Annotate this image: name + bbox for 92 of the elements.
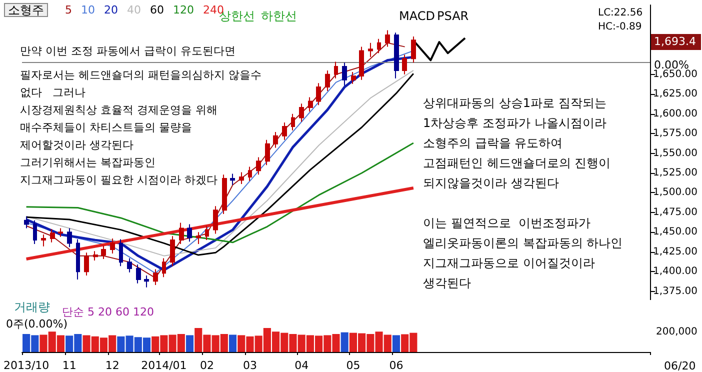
candlestick bbox=[136, 264, 141, 284]
text: 단순 5 20 60 120 bbox=[62, 306, 154, 318]
candlestick bbox=[33, 220, 37, 244]
x-tick-label: 02 bbox=[200, 359, 214, 372]
candlestick bbox=[230, 173, 235, 186]
candlestick bbox=[93, 250, 98, 262]
text: 20 bbox=[104, 4, 118, 16]
annotation: 0주(0.00%) bbox=[6, 318, 68, 330]
candlestick bbox=[368, 42, 373, 58]
candlestick bbox=[84, 252, 89, 276]
chart-title: 소형주 bbox=[8, 3, 44, 17]
annotation: PSAR bbox=[437, 9, 469, 23]
text: 10 bbox=[81, 4, 95, 16]
candlestick bbox=[179, 222, 184, 244]
y-tick-label: 1,550.00 bbox=[653, 148, 698, 159]
candlestick bbox=[377, 38, 381, 54]
y-tick-label: 1,500.00 bbox=[653, 187, 698, 198]
x-tick-label: 06 bbox=[389, 359, 404, 372]
candlestick bbox=[265, 139, 270, 166]
candlestick bbox=[196, 232, 201, 244]
candlestick bbox=[144, 275, 149, 288]
candlestick bbox=[205, 225, 209, 241]
y-tick-label: 1,625.00 bbox=[653, 88, 698, 100]
bar bbox=[340, 332, 348, 352]
x-tick-label: 2014/01 bbox=[141, 359, 187, 372]
x-tick-label: 11 bbox=[62, 359, 76, 372]
y-tick-label: 1,450.00 bbox=[653, 226, 698, 238]
line-series bbox=[24, 186, 415, 260]
chart-title: 거래량 bbox=[14, 300, 50, 314]
candlestick bbox=[24, 216, 29, 229]
candlestick bbox=[308, 96, 313, 112]
text: 120 bbox=[172, 4, 194, 16]
candlestick bbox=[351, 72, 356, 84]
text: 06/20 bbox=[664, 360, 696, 372]
annotation: MACD bbox=[399, 9, 435, 23]
candlestick bbox=[119, 238, 123, 267]
y-tick-label: 1,600.00 bbox=[653, 108, 698, 120]
annotation: LC:22.56 bbox=[598, 8, 643, 18]
candlestick bbox=[385, 30, 390, 48]
x-tick-label: 04 bbox=[294, 359, 309, 372]
candlestick bbox=[325, 70, 330, 92]
candlestick bbox=[50, 228, 55, 243]
candlestick bbox=[162, 258, 166, 278]
y-tick-label: 1,650.00 bbox=[653, 68, 698, 80]
y-tick-label: 1,475.00 bbox=[653, 206, 698, 218]
candlestick bbox=[213, 206, 218, 234]
candlestick bbox=[342, 62, 347, 86]
candlestick bbox=[187, 224, 192, 242]
candlestick bbox=[316, 82, 321, 106]
text: 60 bbox=[150, 4, 164, 16]
candlestick bbox=[222, 174, 227, 215]
candlestick bbox=[101, 245, 106, 260]
x-tick-label: 05 bbox=[346, 359, 360, 372]
text: 200,000 bbox=[656, 326, 698, 338]
text: 5 bbox=[65, 4, 72, 16]
candlestick bbox=[273, 131, 278, 148]
candlestick bbox=[110, 238, 115, 254]
candlestick bbox=[41, 234, 46, 247]
x-tick-label: 2013/10 bbox=[3, 359, 50, 372]
text: 1,693.4 bbox=[654, 35, 696, 48]
candlestick bbox=[359, 46, 364, 80]
annotation: 하한선 bbox=[261, 9, 297, 23]
y-tick-label: 1,375.00 bbox=[653, 286, 698, 297]
x-tick-label: 12 bbox=[105, 359, 120, 372]
y-tick-label: 1,525.00 bbox=[653, 168, 698, 179]
candlestick bbox=[291, 113, 295, 131]
text: 상위대파동의 상승1파로 짐작되는 1차상승후 조정파가 나올시점이라 소형주의 급락을 유도하여 고점패턴인 헤드앤숄더로의 진행이 되지않을것이라 생각된다 이는 필연적으로 이번조정파가 엘리옷파동이론의 복잡파동의 하나인 지그재그파동으로 이어질것이라 생각된다 bbox=[423, 96, 623, 290]
y-tick-label: 1,575.00 bbox=[653, 128, 698, 140]
candlestick bbox=[153, 268, 158, 286]
bar bbox=[186, 335, 194, 352]
candlestick bbox=[239, 172, 244, 185]
candlestick bbox=[127, 258, 132, 273]
annotation: HC:-0.89 bbox=[598, 22, 642, 32]
candlestick bbox=[248, 166, 252, 182]
candlestick bbox=[76, 238, 80, 280]
bar bbox=[392, 335, 400, 352]
y-tick-label: 1,400.00 bbox=[653, 266, 698, 278]
candlestick bbox=[170, 236, 175, 267]
candlestick bbox=[402, 54, 407, 75]
candlestick bbox=[256, 156, 261, 176]
candlestick bbox=[299, 103, 304, 122]
candlestick bbox=[394, 32, 399, 79]
candlestick bbox=[334, 61, 338, 79]
text: 40 bbox=[126, 4, 141, 16]
x-tick-label: 03 bbox=[242, 359, 257, 372]
y-tick-label: 1,425.00 bbox=[653, 246, 698, 258]
candlestick bbox=[67, 228, 72, 248]
candlestick bbox=[282, 122, 287, 140]
candlestick bbox=[411, 36, 416, 64]
annotation: 만약 이번 조정 파동에서 급락이 유도된다면 필자로서는 헤드앤숄더의 패턴을의심하지 않을수 없다 그러나 시장경제원칙상 효율적 경제운영을 위해 매수주체들이 차티스트들의 물량을 제어할것이라 생각된다 그러기위해서는 복잡파동인 지그재그파동이 필요한 시점이라 하겠다 bbox=[20, 44, 262, 186]
bar bbox=[228, 334, 237, 352]
candlestick bbox=[58, 228, 63, 238]
